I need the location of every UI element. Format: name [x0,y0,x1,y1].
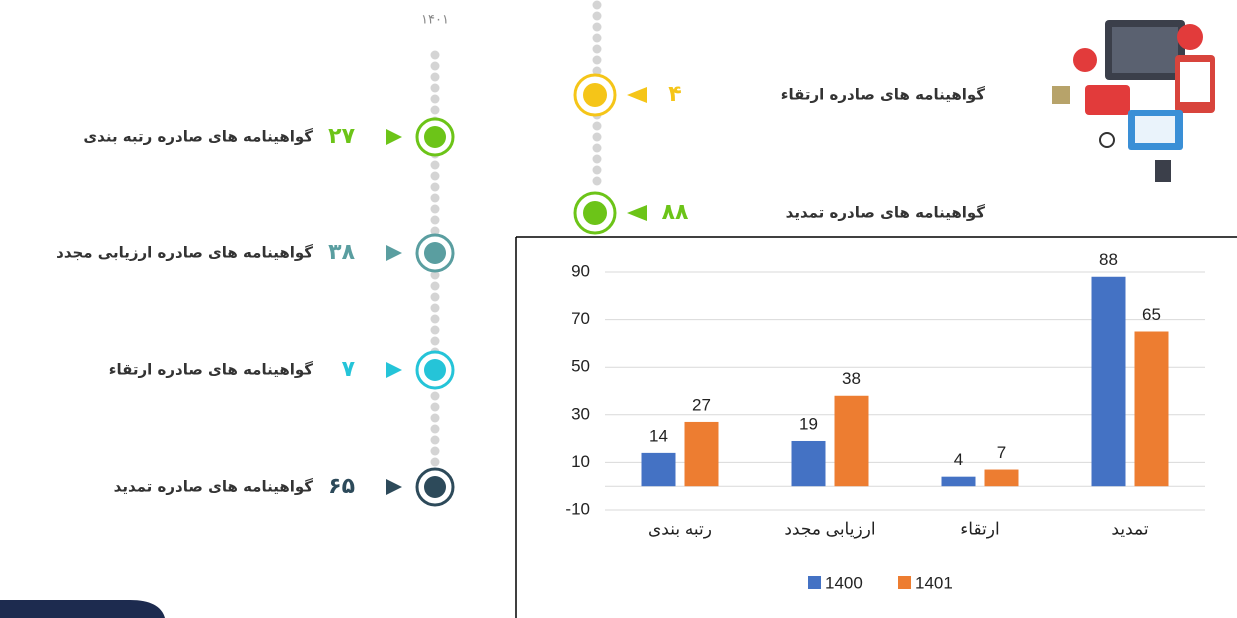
year-label: ۱۴۰۱ [421,13,449,28]
legend-swatch [898,576,911,589]
timeline-node-core [424,359,446,381]
value-label: 88 [1099,250,1118,269]
timeline-dot [431,282,440,291]
timeline-dot [593,144,602,153]
item-label: گواهینامه های صادره ارتقاء [109,361,313,379]
timeline-node-core [424,476,446,498]
timeline-dot [593,166,602,175]
x-tick-label: رتبه بندی [648,519,712,539]
timeline-dot [593,12,602,21]
legend-swatch [808,576,821,589]
timeline-dot [593,1,602,10]
value-label: 38 [842,369,861,388]
corner-shape [0,600,165,618]
timeline-dot [431,73,440,82]
item-label: گواهینامه های صادره تمدید [114,478,314,496]
item-value: ۳۸ [328,240,355,265]
timeline-dot [593,34,602,43]
timeline-dot [431,337,440,346]
pointer [627,205,647,221]
bar [942,477,976,487]
timeline-dot [431,458,440,467]
pointer [386,129,402,145]
pointer [386,362,402,378]
timeline-dot [431,216,440,225]
x-tick-label: ارزیابی مجدد [784,519,875,539]
y-tick-label: 30 [571,404,590,423]
x-tick-label: تمدید [1111,519,1148,538]
pointer [386,479,402,495]
timeline-dot [593,45,602,54]
timeline-dot [431,62,440,71]
timeline-dot [431,425,440,434]
y-tick-label: 90 [571,261,590,280]
x-tick-label: ارتقاء [960,519,999,539]
timeline-dot [431,326,440,335]
item-label: گواهینامه های صادره ارزیابی مجدد [56,244,313,262]
bar [985,470,1019,487]
pointer [386,245,402,261]
timeline-dot [593,23,602,32]
legend-label: 1400 [825,573,863,592]
pointer [627,87,647,103]
timeline-dot [431,392,440,401]
timeline-dot [431,414,440,423]
timeline-dot [593,133,602,142]
item-label: گواهینامه های صادره رتبه بندی [83,128,313,146]
bar [1092,277,1126,486]
timeline-dot [431,161,440,170]
timeline-node-core [583,83,607,107]
value-label: 7 [997,443,1006,462]
value-label: 19 [799,414,818,433]
y-tick-label: 70 [571,309,590,328]
timeline-dot [431,183,440,192]
item-label: گواهینامه های صادره ارتقاء [781,86,985,104]
timeline-dot [431,447,440,456]
y-tick-label: 10 [571,452,590,471]
timeline-dot [431,172,440,181]
timeline-dot [593,155,602,164]
timeline-dot [431,403,440,412]
timeline-dot [431,84,440,93]
timeline-dot [431,194,440,203]
page: ۱۴۰۱ ۲۷ گواهینامه های صادره رتبه بندی ۳۸ گو… [0,0,1237,618]
y-tick-label: -10 [565,499,590,518]
timeline-node-core [424,126,446,148]
item-value: ۴ [668,82,681,107]
item-value: ۸۸ [662,200,689,225]
bar [1135,332,1169,487]
timeline-dot [431,304,440,313]
value-label: 65 [1142,305,1161,324]
timeline-dot [431,106,440,115]
timeline-dot [431,205,440,214]
bar [792,441,826,486]
timeline-dot [431,95,440,104]
bar [642,453,676,486]
value-label: 14 [649,426,668,445]
timeline-dot [593,56,602,65]
item-value: ۶۵ [328,474,355,499]
timeline-dot [431,51,440,60]
timeline-dot [431,436,440,445]
item-label: گواهینامه های صادره تمدید [786,204,986,222]
timeline-node-core [424,242,446,264]
item-value: ۲۷ [328,124,355,149]
bar [685,422,719,486]
timeline-node-core [583,201,607,225]
value-label: 27 [692,395,711,414]
item-value: ۷ [342,357,356,382]
value-label: 4 [954,450,963,469]
timeline-dot [593,177,602,186]
y-tick-label: 50 [571,357,590,376]
legend-label: 1401 [915,573,953,592]
timeline-dot [593,122,602,131]
timeline-dot [431,315,440,324]
bar [835,396,869,486]
icon [1052,20,1215,182]
timeline-dot [431,293,440,302]
